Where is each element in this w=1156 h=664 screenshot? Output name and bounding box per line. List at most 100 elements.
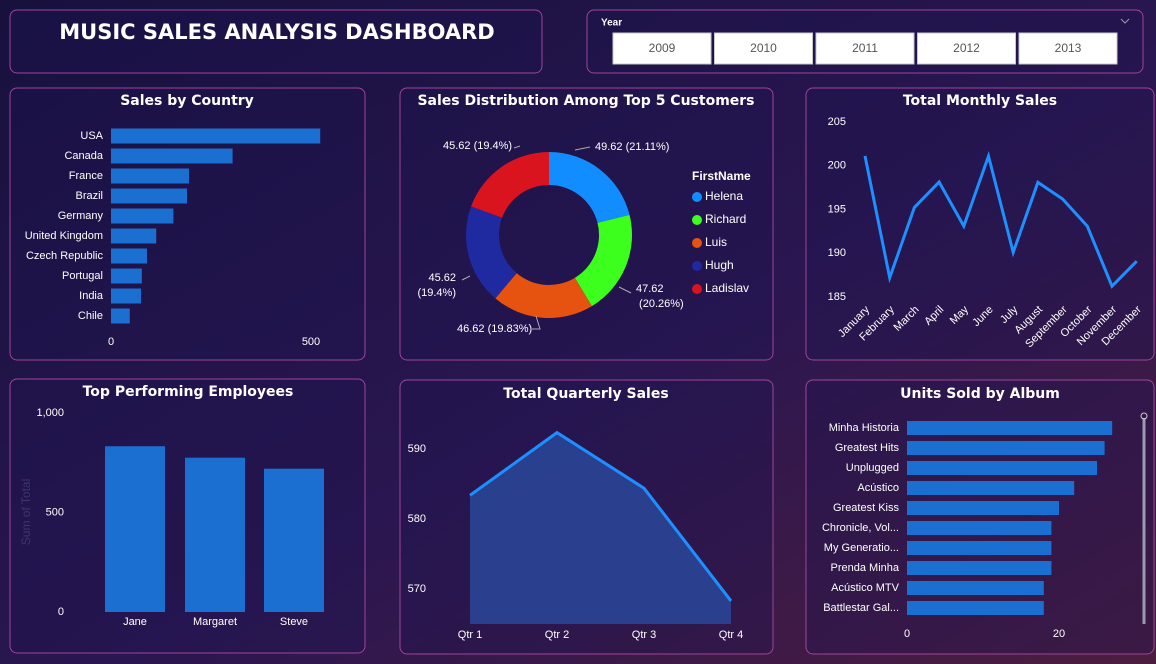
chart-title: Sales Distribution Among Top 5 Customers [417,93,754,109]
area [470,432,731,624]
chart-title: Sales by Country [120,93,254,109]
y-tick-label: 190 [828,247,846,259]
y-tick-label: 570 [408,583,426,595]
y-tick-label: 205 [828,116,846,128]
donut-slice [495,273,592,318]
y-tick-label: 580 [408,513,426,525]
bar [111,288,141,304]
leader-line [513,145,521,149]
slicer-option-label[interactable]: 2013 [1055,41,1082,55]
legend-marker [692,261,702,271]
legend-label: Helena [705,189,743,203]
x-tick-label: Qtr 1 [458,629,482,641]
slicer-chevron[interactable] [1120,18,1130,24]
bar [111,268,142,284]
slicer-option[interactable] [917,32,1016,65]
chart-title: Top Performing Employees [83,384,294,400]
y-tick-label: Greatest Hits [835,442,900,454]
x-tick-label: Jane [123,616,147,628]
line [863,150,1138,289]
legend-title: FirstName [692,169,751,183]
y-tick-label: 590 [408,443,426,455]
data-label: 45.62 (19.4%) [414,272,456,299]
leader-line [618,286,632,294]
legend-label: Richard [705,212,746,226]
y-tick-label: Battlestar Gal... [823,602,899,614]
slicer-option[interactable] [1018,32,1118,65]
y-tick-label: Chile [78,310,103,322]
donut-slice [574,214,632,307]
bar [111,168,189,184]
bar [907,561,1052,575]
dashboard-title: MUSIC SALES ANALYSIS DASHBOARD [59,20,494,44]
bar [907,601,1044,615]
legend-label: Ladislav [705,281,749,295]
x-tick-label: 20 [1053,628,1065,640]
chart-title: Total Quarterly Sales [503,386,668,402]
bar [907,441,1105,455]
legend-label: Luis [705,235,727,249]
bar [907,421,1113,435]
slicer-option-label[interactable]: 2010 [750,41,777,55]
y-tick-label: My Generatio... [824,542,899,554]
slicer-label: Year [601,18,622,29]
y-tick-label: USA [80,130,103,142]
y-tick-label: United Kingdom [25,230,103,242]
bar [111,128,321,144]
x-tick-label: Steve [280,616,308,628]
panel [805,87,1155,361]
slicer-option[interactable] [815,32,915,65]
x-tick-label: 0 [108,336,114,348]
x-tick-label: Margaret [193,616,237,628]
x-tick-label: Qtr 3 [632,629,656,641]
bar [111,148,233,164]
data-label: 46.62 (19.83%) [457,323,532,335]
legend-marker [692,284,702,294]
y-tick-label: India [79,290,104,302]
y-tick-label: Acústico [857,482,899,494]
bar [111,308,130,324]
bar [111,188,187,204]
scroll-handle[interactable] [1140,412,1148,420]
slicer-option-label[interactable]: 2012 [953,41,980,55]
legend-label: Hugh [705,258,734,272]
panel [9,87,366,361]
y-tick-label: Brazil [75,190,103,202]
data-label: 49.62 (21.11%) [595,141,669,153]
slicer-option[interactable] [714,32,813,65]
chart-title: Units Sold by Album [900,386,1060,402]
bar [907,581,1044,595]
data-label: 45.62 (19.4%) [443,140,512,152]
donut-slice [466,206,517,299]
y-tick-label: Canada [64,150,103,162]
bar [907,461,1097,475]
slicer-option-label[interactable]: 2009 [649,41,676,55]
bar [185,457,245,612]
x-tick-label: Qtr 2 [545,629,569,641]
slicer-option-label[interactable]: 2011 [852,41,878,55]
y-tick-label: 195 [828,203,846,215]
slicer-option[interactable] [612,32,712,65]
y-tick-label: Germany [58,210,104,222]
leader-line [461,275,471,281]
leader-line [532,315,541,330]
y-tick-label: 0 [58,606,64,618]
legend-marker [692,238,702,248]
bar [111,248,147,264]
y-axis-title: Sum of Total [19,479,33,545]
bar [264,468,324,612]
y-tick-label: Acústico MTV [831,582,900,594]
donut-slice [471,152,549,218]
data-label: 47.62 (20.26%) [636,283,684,310]
slicer-options: 2009 2010 2011 2012 2013 [612,32,1118,65]
x-tick-label: 0 [904,628,910,640]
x-tick-label: Qtr 4 [719,629,743,641]
y-tick-label: 185 [828,291,846,303]
y-tick-label: France [69,170,103,182]
bar [111,208,174,224]
bar [907,501,1059,515]
bar [111,228,157,244]
y-tick-label: Greatest Kiss [833,502,900,514]
